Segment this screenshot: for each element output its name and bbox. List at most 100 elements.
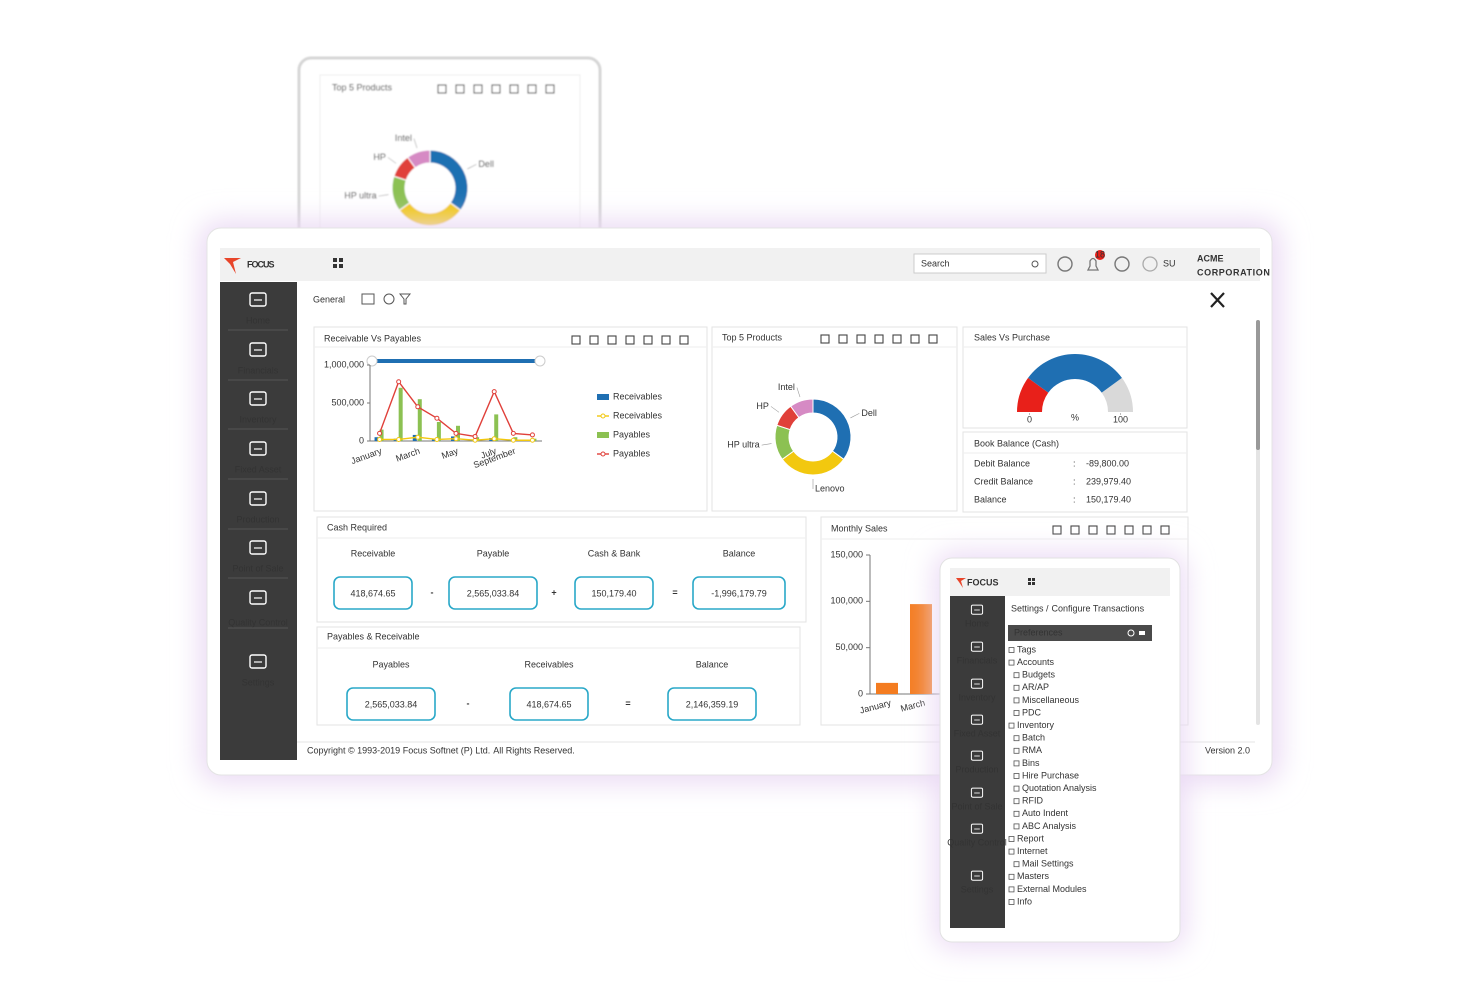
widget-tool[interactable] xyxy=(838,334,848,344)
widget-tool[interactable] xyxy=(1160,525,1170,535)
tree-item[interactable]: Bins xyxy=(1022,758,1040,768)
range-handle[interactable] xyxy=(534,355,546,367)
widget-tool[interactable] xyxy=(473,84,483,94)
tree-item[interactable]: External Modules xyxy=(1017,884,1087,894)
tree-item[interactable]: Budgets xyxy=(1022,670,1056,680)
tree-item[interactable]: Miscellaneous xyxy=(1022,695,1080,705)
mobile-sidebar-label[interactable]: Fixed Asset xyxy=(954,728,1001,738)
mobile-sidebar-label[interactable]: Home xyxy=(965,618,989,628)
widget-tool[interactable] xyxy=(625,335,635,345)
legend-label[interactable]: Payables xyxy=(613,448,651,458)
mobile-sidebar-label[interactable]: Point of Sale xyxy=(951,801,1002,811)
tree-item[interactable]: Report xyxy=(1017,833,1045,843)
tree-item[interactable]: Quotation Analysis xyxy=(1022,783,1097,793)
apps-icon[interactable] xyxy=(339,258,343,262)
tree-item[interactable]: Internet xyxy=(1017,846,1048,856)
tree-item[interactable]: AR/AP xyxy=(1022,682,1049,692)
sidebar-label[interactable]: Inventory xyxy=(239,414,277,424)
tree-item[interactable]: RMA xyxy=(1022,745,1042,755)
apps-icon[interactable] xyxy=(333,258,337,262)
widget-tool[interactable] xyxy=(910,334,920,344)
apps-icon[interactable] xyxy=(1028,582,1031,585)
apps-icon[interactable] xyxy=(1032,578,1035,581)
widget-tool[interactable] xyxy=(509,84,519,94)
user-name[interactable]: SU xyxy=(1163,258,1176,268)
widget-tool[interactable] xyxy=(661,335,671,345)
sidebar-label[interactable]: Point of Sale xyxy=(232,563,283,573)
tree-item[interactable]: Info xyxy=(1017,896,1032,906)
tree-item[interactable]: PDC xyxy=(1022,707,1042,717)
widget-tool[interactable] xyxy=(874,334,884,344)
balance-cell: -89,800.00 xyxy=(1086,458,1129,468)
tree-icon xyxy=(1008,659,1015,666)
widget-tool[interactable] xyxy=(571,335,581,345)
widget-tool[interactable] xyxy=(1052,525,1062,535)
widget-tool[interactable] xyxy=(892,334,902,344)
widget-tool[interactable] xyxy=(455,84,465,94)
widget-tool[interactable] xyxy=(527,84,537,94)
widget-tool[interactable] xyxy=(589,335,599,345)
mobile-sidebar-label[interactable]: Settings xyxy=(961,884,994,894)
tree-item[interactable]: Auto Indent xyxy=(1022,808,1069,818)
apps-icon[interactable] xyxy=(1028,578,1031,581)
scrollbar-thumb[interactable] xyxy=(1256,320,1260,450)
company-logo-sub: CORPORATION xyxy=(1197,267,1270,277)
toolbar-icon[interactable] xyxy=(1114,256,1130,272)
widget-tool[interactable] xyxy=(643,335,653,345)
tree-item[interactable]: ABC Analysis xyxy=(1022,821,1077,831)
tree-item[interactable]: Accounts xyxy=(1017,657,1055,667)
tree-item[interactable]: RFID xyxy=(1022,796,1043,806)
widget-tool[interactable] xyxy=(1106,525,1116,535)
toolbar-icon[interactable] xyxy=(1057,256,1073,272)
legend-label[interactable]: Payables xyxy=(613,429,651,439)
apps-icon[interactable] xyxy=(339,264,343,268)
widget-tool[interactable] xyxy=(928,334,938,344)
panel-icon[interactable] xyxy=(1127,629,1135,637)
mobile-sidebar-label[interactable]: Production xyxy=(955,764,998,774)
breadcrumb[interactable]: Settings / xyxy=(1011,603,1049,613)
widget-tool[interactable] xyxy=(437,84,447,94)
sidebar-label[interactable]: Settings xyxy=(242,677,275,687)
range-handle[interactable] xyxy=(366,355,378,367)
tree-item[interactable]: Tags xyxy=(1017,644,1037,654)
sidebar-label[interactable]: Financials xyxy=(238,365,279,375)
panel-icon[interactable] xyxy=(1139,631,1145,635)
mobile-sidebar-label[interactable]: Inventory xyxy=(958,692,996,702)
mobile-sidebar-label[interactable]: Financials xyxy=(957,655,998,665)
widget-tool[interactable] xyxy=(491,84,501,94)
sidebar-label[interactable]: Production xyxy=(236,514,279,524)
tools-icon[interactable] xyxy=(1210,292,1225,308)
dashboard-icon[interactable] xyxy=(383,293,395,305)
tree-item[interactable]: Masters xyxy=(1017,871,1050,881)
user-avatar[interactable] xyxy=(1142,256,1158,272)
sidebar-label[interactable]: Home xyxy=(246,315,270,325)
dashboard-name[interactable]: General xyxy=(313,294,345,304)
widget-tool[interactable] xyxy=(1070,525,1080,535)
widget-tool[interactable] xyxy=(820,334,830,344)
widget-tool[interactable] xyxy=(1088,525,1098,535)
tree-item[interactable]: Mail Settings xyxy=(1022,859,1074,869)
bar xyxy=(431,439,436,441)
sidebar-label[interactable]: Quality Control xyxy=(228,617,288,627)
notification-icon[interactable] xyxy=(1086,257,1100,271)
search-icon[interactable] xyxy=(1031,260,1039,268)
widget-tool[interactable] xyxy=(1124,525,1134,535)
legend-label[interactable]: Receivables xyxy=(613,410,663,420)
mobile-sidebar-label[interactable]: Quality Control xyxy=(947,837,1007,847)
widget-tool[interactable] xyxy=(679,335,689,345)
widget-tool[interactable] xyxy=(856,334,866,344)
legend-label[interactable]: Receivables xyxy=(613,391,663,401)
apps-icon[interactable] xyxy=(1032,582,1035,585)
filter-icon[interactable] xyxy=(398,293,412,305)
sidebar-label[interactable]: Fixed Asset xyxy=(235,464,282,474)
widget-tool[interactable] xyxy=(607,335,617,345)
search-box[interactable] xyxy=(913,253,1047,274)
tree-item[interactable]: Batch xyxy=(1022,733,1045,743)
tree-item[interactable]: Hire Purchase xyxy=(1022,770,1079,780)
dashboard-icon[interactable] xyxy=(361,293,375,305)
apps-icon[interactable] xyxy=(333,264,337,268)
widget-tool[interactable] xyxy=(545,84,555,94)
tree-item[interactable]: Inventory xyxy=(1017,720,1055,730)
range-slider[interactable] xyxy=(372,359,540,363)
widget-tool[interactable] xyxy=(1142,525,1152,535)
